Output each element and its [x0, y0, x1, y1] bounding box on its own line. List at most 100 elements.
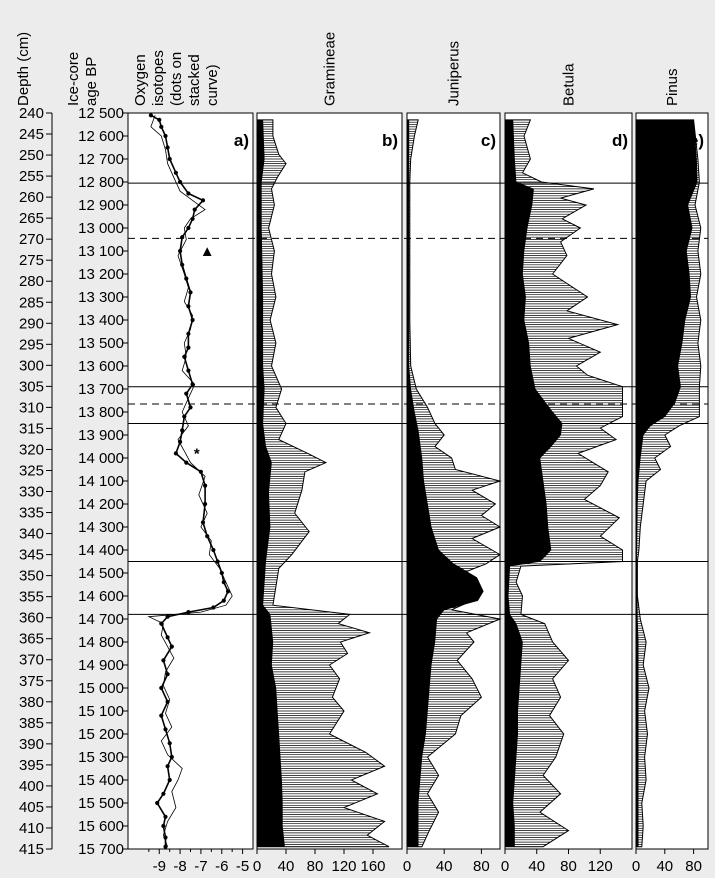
age-axis-title: age BP [83, 57, 100, 106]
age-tick-label: 15 000 [78, 680, 124, 697]
isotope-stacked-point [167, 777, 172, 783]
depth-tick-label: 295 [19, 336, 44, 353]
panel-e-frame [635, 112, 709, 850]
age-tick-label: 13 400 [78, 312, 124, 329]
panel-b-x-tick-label: 40 [278, 858, 295, 875]
panel-e-letter: e) [689, 131, 704, 150]
panel-a-letter: a) [234, 131, 249, 150]
age-tick-label: 13 100 [78, 243, 124, 260]
age-tick-label: 13 700 [78, 381, 124, 398]
panel-e-title: Pinus [664, 68, 681, 106]
panel-d-exaggerated-curve [505, 119, 623, 848]
isotope-stacked-point [219, 570, 224, 576]
isotope-stacked-point [184, 391, 189, 396]
depth-tick-label: 390 [19, 736, 44, 753]
depth-tick-label: 330 [19, 484, 44, 501]
age-tick-label: 15 400 [78, 772, 124, 789]
depth-tick-label: 280 [19, 273, 44, 290]
isotope-stacked-point [155, 800, 160, 806]
isotope-stacked-point [200, 520, 206, 525]
isotope-stacked-point [225, 589, 231, 594]
panel-e-x-tick-label: 40 [656, 858, 673, 875]
isotope-title-line: curve) [204, 64, 221, 106]
isotope-stacked-point [173, 170, 178, 175]
age-tick-label: 15 300 [78, 749, 124, 766]
isotope-stacked-point [165, 764, 170, 769]
depth-tick-label: 375 [19, 673, 44, 690]
depth-tick-label: 275 [19, 252, 44, 269]
age-tick-label: 13 300 [78, 289, 124, 306]
age-tick-label: 13 600 [78, 358, 124, 375]
depth-tick-label: 255 [19, 168, 44, 185]
panel-c-title: Juniperus [446, 41, 463, 106]
isotope-stacked-point [186, 331, 191, 336]
panel-d-x-tick-label: 0 [501, 858, 509, 875]
age-tick-label: 14 200 [78, 496, 124, 513]
age-tick-label: 13 500 [78, 335, 124, 352]
isotope-stacked-point [165, 614, 170, 619]
isotope-stacked-point [186, 345, 191, 350]
isotope-stacked-point [165, 699, 170, 704]
age-tick-label: 14 500 [78, 565, 124, 582]
depth-tick-label: 245 [19, 126, 44, 143]
isotope-stacked-point [159, 621, 164, 626]
panel-c-frame [406, 112, 501, 850]
depth-axis-title: Depth (cm) [15, 32, 32, 106]
isotope-stacked-point [163, 814, 168, 819]
panel-b-x-tick-label: 160 [360, 858, 385, 875]
age-tick-label: 15 600 [78, 818, 124, 835]
depth-tick-label: 350 [19, 568, 44, 585]
panel-e-exaggerated-curve [636, 119, 702, 848]
age-tick-label: 12 500 [78, 105, 124, 122]
panel-c-x-tick-label: 0 [403, 858, 411, 875]
isotope-marker: * [194, 445, 200, 462]
isotope-stacked-point [182, 354, 187, 359]
isotope-stacked-point [200, 198, 206, 203]
depth-tick-label: 265 [19, 210, 44, 227]
age-tick-label: 13 900 [78, 427, 124, 444]
isotope-stacked-point [203, 483, 208, 488]
depth-tick-label: 335 [19, 505, 44, 522]
depth-tick-label: 370 [19, 652, 44, 669]
isotope-stacked-point [167, 741, 172, 746]
isotope-stacked-point [198, 469, 203, 474]
isotope-stacked-point [186, 191, 191, 196]
isotope-stacked-point [161, 791, 166, 796]
depth-tick-label: 310 [19, 399, 44, 416]
panel-c-filled-curve [406, 119, 484, 847]
depth-tick-label: 340 [19, 526, 44, 543]
isotope-stacked-point [163, 133, 168, 139]
age-tick-label: 14 700 [78, 611, 124, 628]
panel-b-title: Gramineae [322, 32, 339, 106]
isotope-stacked-point [161, 658, 166, 663]
isotope-stacked-point [148, 113, 153, 118]
age-tick-label: 13 200 [78, 266, 124, 283]
age-tick-label: 14 300 [78, 519, 124, 536]
depth-tick-label: 250 [19, 147, 44, 164]
panel-d-filled-curve [504, 119, 563, 847]
isotope-stacked-point [221, 598, 226, 603]
panel-b-frame [256, 112, 403, 850]
isotope-stacked-point [178, 439, 183, 444]
isotope-stacked-point [157, 117, 162, 122]
depth-tick-label: 395 [19, 757, 44, 774]
panel-c-x-tick-label: 40 [436, 858, 453, 875]
panel-a-x-tick-label: -8 [173, 858, 186, 875]
isotope-stacked-point [167, 156, 172, 162]
panel-e-x-tick-label: 0 [632, 858, 640, 875]
age-axis-title: Ice-core [65, 52, 82, 106]
age-tick-label: 14 400 [78, 542, 124, 559]
age-tick-label: 14 900 [78, 657, 124, 674]
isotope-stacked-point [188, 405, 193, 410]
isotope-title-line: stacked [186, 54, 203, 106]
age-tick-label: 12 600 [78, 128, 124, 145]
panel-d-letter: d) [612, 131, 628, 150]
age-tick-label: 14 800 [78, 634, 124, 651]
depth-tick-label: 320 [19, 441, 44, 458]
panel-b-filled-curve [256, 119, 285, 847]
depth-tick-label: 410 [19, 820, 44, 837]
age-tick-label: 12 700 [78, 151, 124, 168]
age-tick-label: 15 700 [78, 841, 124, 858]
panel-c-letter: c) [481, 131, 496, 150]
